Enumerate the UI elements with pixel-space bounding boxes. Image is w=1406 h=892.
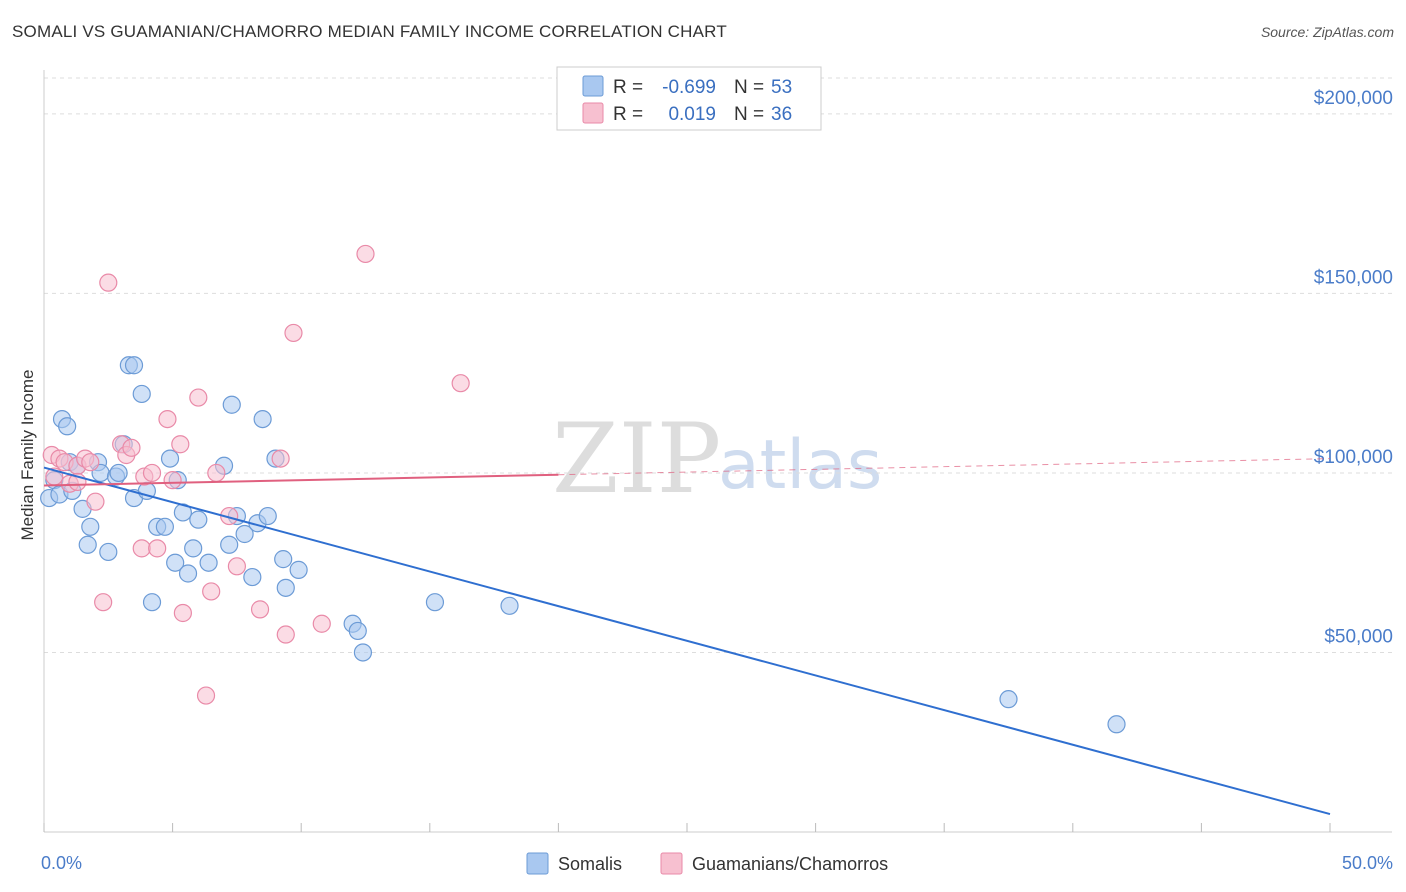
guamanian-point xyxy=(86,492,105,511)
x-axis-tick-labels: 0.0% 50.0% xyxy=(41,853,1393,873)
somali-point xyxy=(1107,715,1126,734)
guamanian-point xyxy=(94,593,113,612)
chart-title: SOMALI VS GUAMANIAN/CHAMORRO MEDIAN FAMI… xyxy=(12,22,727,41)
y-tick-label: $200,000 xyxy=(1314,88,1393,109)
bottom-legend-label-guamanians: Guamanians/Chamorros xyxy=(692,854,888,874)
somali-trend-line xyxy=(43,466,1331,816)
series-legend: Somalis Guamanians/Chamorros xyxy=(526,852,888,875)
legend-r-value-guamanians: 0.019 xyxy=(668,104,716,125)
bottom-legend-swatch-somalis xyxy=(526,852,549,875)
somali-point xyxy=(184,539,203,558)
guamanian-point xyxy=(312,614,331,633)
watermark-atlas: atlas xyxy=(718,426,882,505)
y-tick-label: $150,000 xyxy=(1314,267,1393,288)
somali-point xyxy=(274,550,293,569)
y-axis-tick-labels: $50,000 $100,000 $150,000 $200,000 xyxy=(1314,88,1393,648)
guamanian-trend-line-extension xyxy=(558,458,1331,476)
somali-point xyxy=(58,417,77,436)
legend-n-value-somalis: 53 xyxy=(771,77,792,98)
somali-point xyxy=(999,690,1018,709)
bottom-legend-swatch-guamanians xyxy=(660,852,683,875)
guamanian-point xyxy=(99,273,118,292)
somali-point xyxy=(160,449,180,468)
x-tick-label: 50.0% xyxy=(1342,853,1393,873)
guamanian-point xyxy=(207,463,226,483)
somali-point xyxy=(222,395,241,414)
legend-n-label-guamanians: N = xyxy=(734,104,764,125)
guamanian-point xyxy=(189,388,208,407)
guamanian-point xyxy=(356,244,375,264)
guamanian-point xyxy=(81,453,100,472)
somali-point xyxy=(155,517,174,536)
somali-point xyxy=(353,643,373,662)
watermark: ZIP atlas xyxy=(552,403,882,515)
y-tick-label: $100,000 xyxy=(1314,447,1393,468)
somali-point xyxy=(220,535,239,554)
y-axis-label: Median Family Income xyxy=(18,369,37,540)
watermark-zip: ZIP xyxy=(552,403,721,515)
x-tick-label: 0.0% xyxy=(41,853,82,873)
guamanian-point xyxy=(284,323,303,343)
guamanian-point xyxy=(227,557,246,576)
somalis-points xyxy=(40,356,1126,734)
guamanian-point xyxy=(132,539,151,558)
legend-r-value-somalis: -0.699 xyxy=(662,77,716,98)
somali-point xyxy=(124,356,144,375)
legend-swatch-somalis xyxy=(582,75,604,97)
somali-point xyxy=(258,506,277,526)
legend-r-label-guamanians: R = xyxy=(613,104,643,125)
legend-swatch-guamanians xyxy=(582,102,604,124)
somali-point xyxy=(276,578,295,597)
somali-point xyxy=(132,384,151,404)
y-tick-label: $50,000 xyxy=(1324,626,1393,647)
guamanian-point xyxy=(171,435,190,454)
somali-point xyxy=(289,560,308,579)
guamanian-point xyxy=(271,449,290,468)
legend-n-value-guamanians: 36 xyxy=(771,104,792,125)
guamanian-point xyxy=(163,471,182,490)
source-label: Source: ZipAtlas.com xyxy=(1260,24,1394,40)
somali-point xyxy=(142,593,162,612)
legend-n-label-somalis: N = xyxy=(734,77,764,98)
somali-point xyxy=(425,593,445,612)
somali-point xyxy=(173,503,192,522)
somali-point xyxy=(78,535,97,554)
gridlines xyxy=(44,77,1392,653)
bottom-legend-label-somalis: Somalis xyxy=(558,854,622,874)
correlation-legend: R = -0.699 N = 53 R = 0.019 N = 36 xyxy=(556,66,822,131)
guamanian-point xyxy=(451,374,470,393)
somali-point xyxy=(253,409,272,429)
somali-point xyxy=(235,524,254,544)
somali-point xyxy=(109,463,128,483)
guamanian-point xyxy=(148,539,167,558)
somali-point xyxy=(199,553,218,572)
somali-point xyxy=(166,553,185,572)
guamanian-point xyxy=(158,409,177,429)
somali-point xyxy=(189,510,208,529)
x-axis-ticks xyxy=(43,823,1331,832)
guamanian-point xyxy=(122,438,141,457)
somali-point xyxy=(178,564,198,583)
guamanian-point xyxy=(173,603,192,623)
somali-point xyxy=(81,517,100,536)
trend-lines xyxy=(43,458,1331,816)
legend-r-label-somalis: R = xyxy=(613,77,643,98)
guamanian-point xyxy=(202,582,221,601)
somali-point xyxy=(348,621,367,641)
guamanian-point xyxy=(250,600,270,619)
guamanian-trend-line xyxy=(43,473,559,487)
guamanian-point xyxy=(276,625,295,644)
guamanian-point xyxy=(142,463,162,483)
somali-point xyxy=(500,596,519,615)
somali-point xyxy=(99,542,118,562)
guamanian-point xyxy=(196,686,216,705)
somali-point xyxy=(243,567,262,587)
